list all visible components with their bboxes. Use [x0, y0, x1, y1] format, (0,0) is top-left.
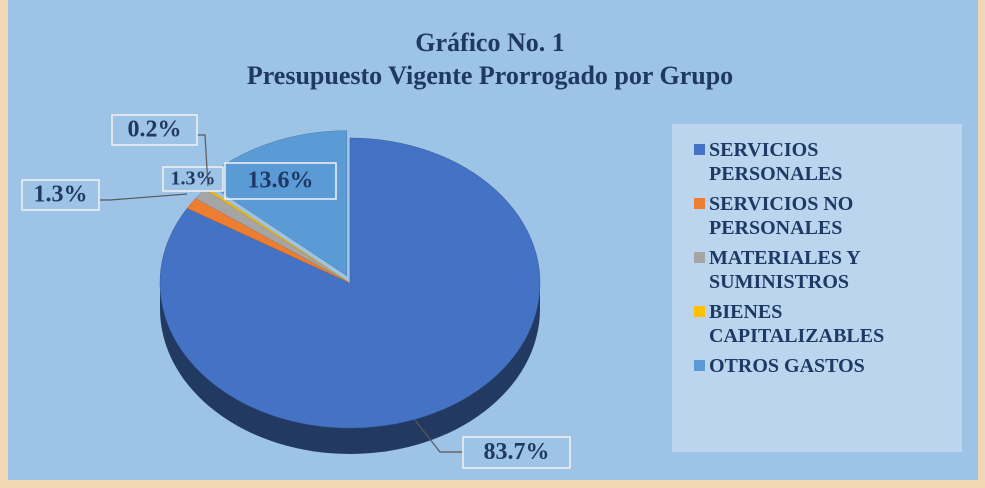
- pie: 83.7% 1.3% 1.3% 0.2% 13.6%: [21, 114, 571, 469]
- legend: SERVICIOS PERSONALES SERVICIOS NO PERSONA…: [672, 124, 962, 452]
- legend-item: BIENES CAPITALIZABLES: [694, 300, 962, 348]
- legend-swatch: [694, 252, 705, 263]
- legend-label: MATERIALES Y SUMINISTROS: [709, 247, 860, 293]
- slice-side: [160, 283, 540, 454]
- data-label-box: [111, 114, 198, 146]
- legend-item: MATERIALES Y SUMINISTROS: [694, 246, 962, 294]
- data-label: 1.3%: [34, 182, 88, 208]
- chart-subtitle: Presupuesto Vigente Prorrogado por Grupo: [247, 61, 733, 90]
- legend-label: OTROS GASTOS: [709, 355, 865, 377]
- legend-label: SERVICIOS NO PERSONALES: [709, 193, 854, 239]
- legend-swatch: [694, 198, 705, 209]
- data-label-box: [21, 179, 100, 211]
- data-label: 13.6%: [248, 168, 314, 194]
- data-label-box: [224, 162, 337, 200]
- leader-line: [414, 419, 463, 453]
- chart-title: Gráfico No. 1: [415, 28, 564, 57]
- legend-swatch: [694, 360, 705, 371]
- leader-line: [197, 134, 209, 187]
- legend-label: SERVICIOS PERSONALES: [709, 139, 843, 185]
- legend-swatch: [694, 144, 705, 155]
- legend-swatch: [694, 306, 705, 317]
- data-label: 83.7%: [484, 439, 550, 465]
- data-label-box: [462, 436, 571, 469]
- legend-item: SERVICIOS NO PERSONALES: [694, 192, 962, 240]
- legend-label: BIENES CAPITALIZABLES: [709, 301, 885, 347]
- data-label: 1.3%: [171, 168, 216, 190]
- data-label-box: [162, 166, 224, 192]
- legend-item: OTROS GASTOS: [694, 354, 962, 378]
- leader-line: [99, 193, 188, 201]
- data-label: 0.2%: [128, 117, 182, 143]
- legend-item: SERVICIOS PERSONALES: [694, 138, 962, 186]
